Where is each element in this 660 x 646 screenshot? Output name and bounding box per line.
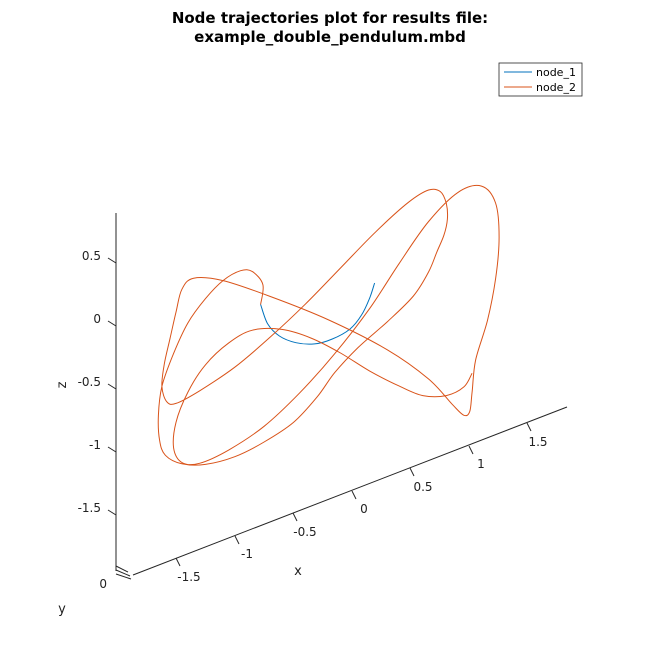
x-tick-mark [526, 422, 532, 432]
x-tick-label: 1 [477, 457, 485, 471]
z-tick-mark [107, 509, 117, 516]
series-line-node-2 [157, 184, 500, 466]
z-tick-mark [107, 320, 117, 327]
y-tick-mark [115, 573, 132, 580]
legend: node_1 node_2 [498, 62, 583, 97]
z-tick-label: -0.5 [78, 375, 101, 389]
x-tick-label: 1.5 [528, 435, 547, 449]
y-tick-mark [115, 565, 129, 573]
x-axis-line [132, 406, 568, 576]
z-axis-label: z [55, 381, 70, 388]
z-tick-label: -1.5 [78, 501, 101, 515]
x-tick-label: -0.5 [293, 525, 316, 539]
y-ticks [115, 565, 132, 580]
z-tick-label: 0.5 [82, 249, 101, 263]
x-tick-label: 0.5 [413, 480, 432, 494]
legend-box [498, 62, 583, 97]
z-tick-label: 0 [93, 312, 101, 326]
chart-title-line-2: example_double_pendulum.mbd [194, 28, 466, 46]
chart-title-line-1: Node trajectories plot for results file: [172, 9, 488, 27]
y-tick-label: 0 [99, 577, 107, 591]
z-tick-mark [107, 446, 117, 453]
y-tick-mark [115, 569, 131, 577]
z-tick-mark [107, 383, 117, 390]
x-tick-mark [234, 535, 240, 545]
x-tick-label: -1.5 [177, 570, 200, 584]
series-group [157, 184, 500, 466]
z-ticks [107, 257, 117, 516]
x-tick-mark [409, 467, 415, 477]
legend-label-node-1: node_1 [536, 66, 576, 79]
z-tick-label: -1 [89, 438, 101, 452]
x-tick-label: 0 [360, 502, 368, 516]
x-tick-mark [468, 445, 474, 455]
x-tick-mark [351, 490, 357, 500]
z-tick-mark [107, 257, 117, 264]
x-tick-label: -1 [241, 547, 253, 561]
legend-label-node-2: node_2 [536, 81, 576, 94]
axes [115, 213, 568, 576]
y-axis-label: y [58, 602, 66, 617]
x-ticks [175, 422, 532, 567]
series-line-node-1 [260, 282, 376, 345]
x-tick-mark [175, 557, 181, 567]
x-axis-label: x [294, 564, 302, 579]
x-tick-mark [292, 512, 298, 522]
